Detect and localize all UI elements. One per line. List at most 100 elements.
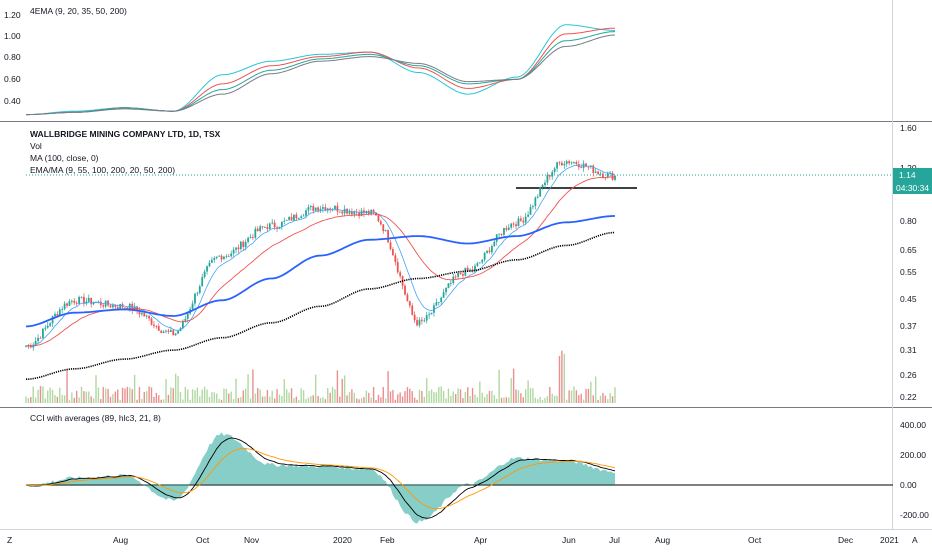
volume-bar bbox=[61, 395, 63, 403]
candle-body bbox=[215, 256, 218, 258]
candle-body bbox=[25, 345, 27, 347]
volume-bar bbox=[423, 396, 425, 403]
volume-bar bbox=[300, 388, 302, 403]
cci-label[interactable]: CCI with averages (89, hlc3, 21, 8) bbox=[30, 413, 161, 423]
volume-bar bbox=[97, 387, 100, 403]
candle-body bbox=[225, 256, 228, 257]
candle-body bbox=[203, 271, 206, 278]
price-legend-ema[interactable]: EMA/MA (9, 55, 100, 200, 20, 50, 200) bbox=[30, 165, 175, 175]
volume-bar bbox=[59, 387, 61, 403]
volume-bar bbox=[184, 386, 187, 403]
ema4-tick-4: 0.60 bbox=[4, 74, 21, 84]
candle-body bbox=[449, 283, 452, 284]
candle-body bbox=[532, 206, 534, 208]
volume-bar bbox=[56, 396, 59, 403]
volume-bar bbox=[102, 387, 104, 403]
volume-bar bbox=[189, 399, 191, 403]
candle-body bbox=[78, 296, 81, 304]
volume-bar bbox=[329, 392, 331, 403]
candle-body bbox=[66, 303, 68, 306]
countdown-tag bbox=[893, 181, 932, 194]
candle-body bbox=[37, 337, 39, 341]
time-label-jun: Jun bbox=[562, 535, 576, 545]
volume-bar bbox=[575, 390, 578, 403]
volume-bar bbox=[510, 378, 512, 403]
volume-bar bbox=[273, 398, 276, 403]
volume-bar bbox=[602, 392, 604, 403]
volume-bar bbox=[382, 387, 384, 403]
candle-body bbox=[271, 222, 274, 224]
candle-body bbox=[46, 325, 49, 328]
volume-bar bbox=[129, 387, 131, 403]
volume-bar bbox=[582, 399, 585, 403]
auto-scale-button[interactable]: A bbox=[912, 535, 918, 545]
candle-body bbox=[218, 255, 221, 257]
candle-body bbox=[54, 313, 56, 317]
candle-body bbox=[155, 325, 158, 327]
volume-bar bbox=[343, 375, 346, 403]
volume-bar bbox=[252, 369, 254, 403]
candle-body bbox=[51, 316, 54, 324]
candle-body bbox=[112, 305, 114, 308]
candle-body bbox=[594, 171, 597, 173]
candle-body bbox=[539, 187, 542, 197]
volume-bar bbox=[445, 398, 447, 403]
volume-bar bbox=[416, 399, 418, 403]
volume-bar bbox=[266, 390, 269, 403]
candle-body bbox=[597, 171, 600, 175]
candle-body bbox=[73, 300, 76, 303]
timezone-button[interactable]: Z bbox=[7, 535, 12, 545]
volume-bar bbox=[199, 396, 201, 403]
candle-body bbox=[206, 266, 208, 272]
candle-body bbox=[363, 210, 365, 214]
volume-bar bbox=[254, 393, 257, 403]
volume-bar bbox=[240, 397, 242, 403]
candle-body bbox=[544, 182, 546, 186]
volume-bar bbox=[508, 397, 510, 403]
price-legend-ma[interactable]: MA (100, close, 0) bbox=[30, 153, 99, 163]
time-label-2021: 2021 bbox=[880, 535, 899, 545]
time-label-feb: Feb bbox=[380, 535, 395, 545]
volume-bar bbox=[375, 399, 377, 403]
volume-bar bbox=[203, 386, 206, 403]
candle-body bbox=[609, 173, 612, 174]
volume-bar bbox=[558, 355, 561, 403]
candle-body bbox=[457, 272, 459, 277]
candle-body bbox=[353, 211, 356, 215]
candle-body bbox=[198, 286, 201, 293]
volume-bar bbox=[39, 386, 42, 403]
volume-bar bbox=[271, 390, 273, 403]
volume-bar bbox=[293, 398, 295, 403]
candle-body bbox=[565, 161, 568, 164]
volume-bar bbox=[491, 390, 493, 403]
price-legend-vol[interactable]: Vol bbox=[30, 141, 42, 151]
candle-body bbox=[428, 314, 431, 316]
volume-bar bbox=[136, 399, 138, 403]
candle-body bbox=[481, 259, 484, 263]
candle-body bbox=[153, 324, 155, 326]
candle-body bbox=[447, 283, 450, 288]
volume-bar bbox=[104, 388, 107, 403]
candle-body bbox=[307, 207, 310, 211]
price-tick-1: 1.60 bbox=[900, 123, 917, 133]
candle-body bbox=[290, 216, 293, 221]
candle-body bbox=[406, 294, 409, 302]
price-legend-title[interactable]: WALLBRIDGE MINING COMPANY LTD, 1D, TSX bbox=[30, 129, 221, 139]
ema4-series-4 bbox=[26, 34, 616, 116]
candle-body bbox=[500, 233, 503, 235]
volume-bar bbox=[179, 391, 182, 403]
ema4-label[interactable]: 4EMA (9, 20, 35, 50, 200) bbox=[30, 6, 127, 16]
volume-bar bbox=[556, 395, 558, 403]
ema4-tick-2: 1.00 bbox=[4, 31, 21, 41]
cci-avg-slow-line bbox=[25, 448, 616, 510]
candle-body bbox=[469, 269, 472, 271]
price-tick-9: 0.26 bbox=[900, 370, 917, 380]
volume-bar bbox=[411, 391, 413, 403]
candle-body bbox=[232, 249, 235, 254]
candle-body bbox=[297, 218, 300, 219]
volume-bar bbox=[68, 399, 71, 403]
volume-bar bbox=[295, 396, 298, 403]
candle-body bbox=[334, 205, 336, 210]
volume-bar bbox=[187, 389, 189, 403]
